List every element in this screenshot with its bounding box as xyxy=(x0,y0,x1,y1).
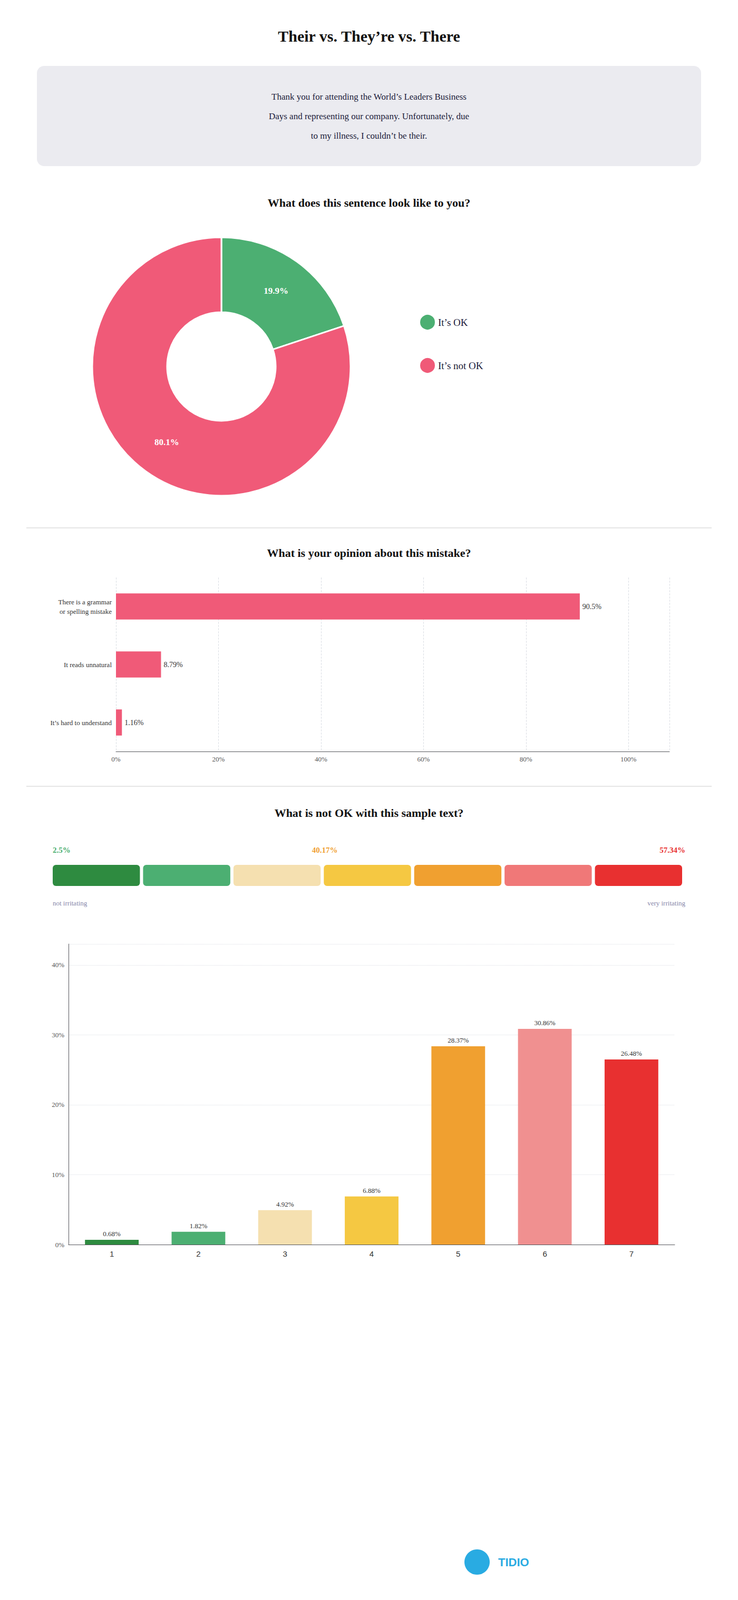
svg-text:4.92%: 4.92% xyxy=(276,1199,295,1208)
svg-text:60%: 60% xyxy=(416,754,430,763)
svg-text:80%: 80% xyxy=(519,754,533,763)
svg-text:It’s hard to understand: It’s hard to understand xyxy=(50,718,112,727)
svg-text:2.5%: 2.5% xyxy=(52,845,71,854)
svg-text:57.34%: 57.34% xyxy=(659,845,686,854)
svg-text:10%: 10% xyxy=(51,1170,65,1179)
svg-text:20%: 20% xyxy=(212,754,226,763)
svg-text:What is not OK with this sampl: What is not OK with this sample text? xyxy=(274,806,464,820)
svg-text:100%: 100% xyxy=(620,754,637,763)
svg-text:28.37%: 28.37% xyxy=(447,1035,469,1044)
svg-text:It’s OK: It’s OK xyxy=(438,316,469,328)
svg-text:7: 7 xyxy=(629,1248,634,1258)
svg-text:There is a grammar: There is a grammar xyxy=(58,597,113,606)
svg-text:80.1%: 80.1% xyxy=(154,437,180,448)
svg-text:3: 3 xyxy=(283,1248,288,1258)
svg-text:It reads unnatural: It reads unnatural xyxy=(63,660,112,669)
svg-text:TIDIO: TIDIO xyxy=(498,1555,530,1569)
svg-text:26.48%: 26.48% xyxy=(620,1049,643,1057)
svg-text:20%: 20% xyxy=(51,1100,65,1109)
svg-text:What does this sentence look l: What does this sentence look like to you… xyxy=(267,196,471,210)
svg-text:8.79%: 8.79% xyxy=(163,660,183,669)
svg-text:5: 5 xyxy=(455,1248,461,1258)
svg-text:19.9%: 19.9% xyxy=(263,285,289,296)
svg-text:to my illness, I couldn’t be t: to my illness, I couldn’t be their. xyxy=(311,130,428,141)
svg-text:90.5%: 90.5% xyxy=(582,602,602,611)
svg-text:0%: 0% xyxy=(111,754,121,763)
svg-text:30%: 30% xyxy=(51,1030,65,1039)
svg-text:It’s not OK: It’s not OK xyxy=(438,360,484,372)
svg-text:6: 6 xyxy=(542,1248,547,1258)
svg-text:0.68%: 0.68% xyxy=(102,1229,121,1238)
svg-text:0%: 0% xyxy=(55,1240,65,1249)
svg-text:1.16%: 1.16% xyxy=(124,718,144,727)
svg-text:very irritating: very irritating xyxy=(647,898,686,907)
svg-text:Days and representing our comp: Days and representing our company. Unfor… xyxy=(268,111,470,122)
svg-text:40%: 40% xyxy=(314,754,328,763)
svg-text:Thank you for attending the Wo: Thank you for attending the World’s Lead… xyxy=(271,91,467,102)
svg-text:4: 4 xyxy=(369,1248,374,1258)
svg-text:or spelling mistake: or spelling mistake xyxy=(59,607,112,616)
svg-text:40%: 40% xyxy=(51,960,65,969)
svg-text:30.86%: 30.86% xyxy=(534,1018,556,1027)
svg-text:not irritating: not irritating xyxy=(52,898,88,907)
svg-text:6.88%: 6.88% xyxy=(362,1186,381,1194)
svg-text:Their vs. They’re vs. There: Their vs. They’re vs. There xyxy=(277,27,461,45)
svg-text:1.82%: 1.82% xyxy=(189,1221,208,1230)
svg-text:1: 1 xyxy=(109,1248,114,1258)
svg-text:What is your opinion about thi: What is your opinion about this mistake? xyxy=(266,546,471,560)
svg-text:2: 2 xyxy=(196,1248,201,1258)
svg-text:40.17%: 40.17% xyxy=(312,845,338,854)
